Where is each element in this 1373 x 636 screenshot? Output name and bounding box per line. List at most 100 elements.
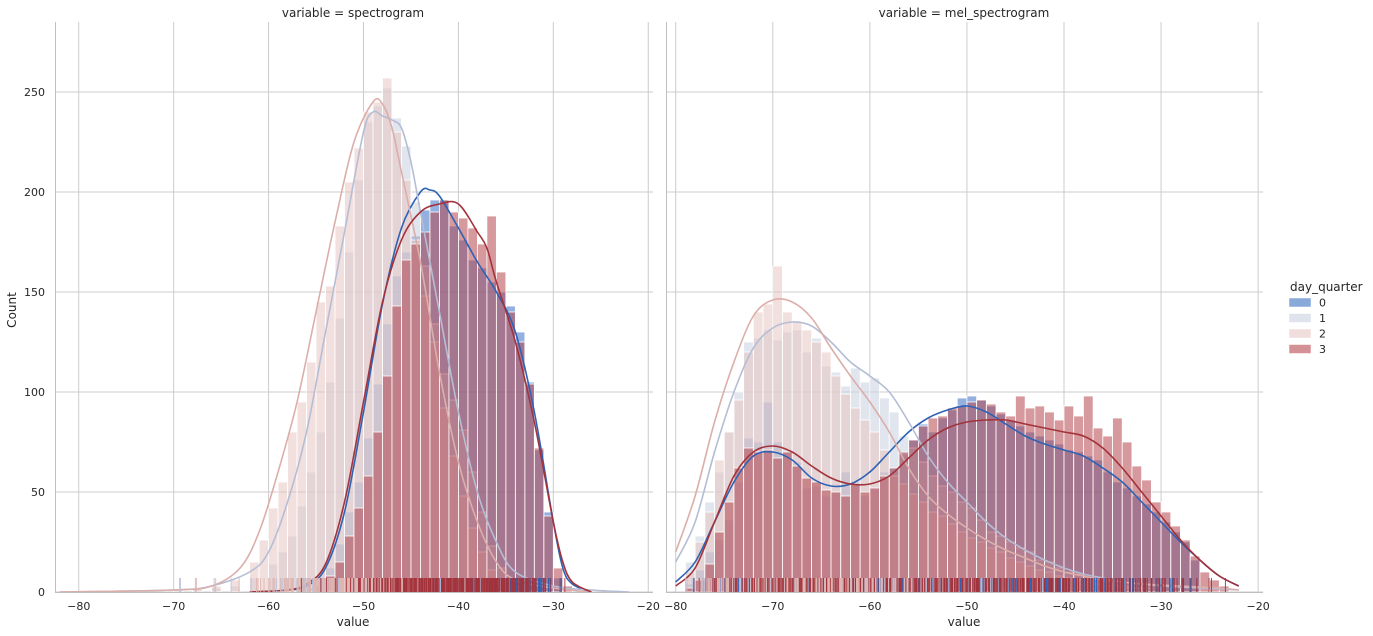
histogram-bar	[344, 181, 355, 593]
x-tick-label: −60	[257, 600, 280, 613]
histogram-bar	[762, 449, 774, 593]
histogram-bar	[995, 411, 1007, 593]
histogram-bar	[514, 341, 526, 593]
histogram-bar	[985, 403, 997, 593]
legend-entry-0: 0	[1288, 297, 1326, 310]
rug-series-3	[693, 578, 1226, 592]
legend-swatch	[1288, 297, 1312, 308]
histogram-bar	[458, 217, 469, 593]
x-tick-label: −70	[761, 600, 784, 613]
y-tick-label: 150	[24, 286, 45, 299]
x-tick-label: −30	[542, 600, 565, 613]
panel-title-spectrogram: variable = spectrogram	[282, 6, 424, 20]
y-axis-label: Count	[5, 292, 19, 328]
bars-series-3	[685, 395, 1230, 593]
histogram-bar	[791, 465, 803, 593]
histogram-bar	[956, 405, 968, 593]
legend: day_quarter 0 1 2 3	[1288, 280, 1363, 356]
histogram-bar	[211, 585, 222, 593]
y-tick-label: 200	[24, 186, 45, 199]
histogram-bar	[277, 481, 288, 593]
histogram-bar	[391, 305, 402, 593]
histogram-bar	[372, 431, 383, 593]
histogram-bar	[505, 311, 516, 593]
histogram-bar	[811, 481, 822, 593]
histogram-bar	[334, 225, 345, 593]
histogram-bar	[820, 489, 832, 593]
histogram-bar	[306, 361, 317, 593]
histogram-bar	[840, 495, 851, 593]
kde-line-3	[675, 418, 1240, 587]
histogram-bar	[1102, 435, 1113, 593]
histogram-bar	[752, 451, 764, 593]
legend-label: 3	[1319, 343, 1326, 356]
histogram-bar	[801, 477, 813, 593]
histogram-bar	[947, 407, 958, 593]
x-tick-label: −80	[664, 600, 687, 613]
histogram-bar	[401, 259, 412, 593]
legend-label: 0	[1319, 297, 1326, 310]
y-tick-label: 100	[24, 386, 45, 399]
x-tick-label: −50	[352, 600, 375, 613]
panel-title-mel-spectrogram: variable = mel_spectrogram	[879, 6, 1050, 20]
histogram-bar	[467, 227, 478, 593]
x-tick-label: −60	[858, 600, 881, 613]
x-axis-label-spectrogram: value	[337, 615, 370, 629]
histogram-bar	[733, 467, 745, 593]
panel-spectrogram: variable = spectrogram −80 −70 −60 −50 −40 −3…	[5, 6, 660, 629]
x-tick-label: −20	[637, 600, 660, 613]
legend-swatch	[1288, 313, 1312, 323]
panel-mel-spectrogram: variable = mel_spectrogram −80 −70 −60 −50 −…	[664, 6, 1270, 629]
histogram-bar	[382, 375, 393, 593]
kde-line-3	[249, 200, 592, 593]
kde-line-2	[59, 97, 592, 593]
histogram-bar	[287, 431, 298, 593]
histogram-bar	[1073, 415, 1084, 593]
histogram-bar	[976, 399, 987, 593]
histogram-bar	[1083, 395, 1094, 593]
x-tick-label: −30	[1149, 600, 1172, 613]
histogram-bar	[315, 301, 326, 593]
histogram-bar	[772, 457, 783, 593]
kde-line-1	[674, 321, 1239, 591]
x-tick-label: −40	[447, 600, 470, 613]
histogram-bar	[1092, 427, 1104, 593]
y-tick-label: 0	[38, 586, 45, 599]
histogram-bar	[1005, 415, 1016, 593]
legend-title: day_quarter	[1290, 280, 1363, 294]
histogram-bar	[325, 285, 336, 593]
kde-line-1	[59, 110, 630, 593]
x-tick-label: −70	[162, 600, 185, 613]
legend-swatch	[1288, 344, 1312, 354]
histogram-bar	[1024, 407, 1036, 593]
legend-swatch	[1288, 328, 1312, 339]
x-axis-label-mel-spectrogram: value	[948, 615, 981, 629]
histogram-bar	[363, 475, 374, 593]
x-tick-label: −20	[1247, 600, 1270, 613]
histogram-bar	[850, 483, 861, 593]
histogram-bar	[917, 425, 929, 593]
legend-entry-1: 1	[1288, 312, 1326, 325]
histogram-bar	[743, 447, 754, 593]
histogram-bar	[296, 401, 307, 593]
histogram-bar	[1044, 411, 1055, 593]
histogram-bar	[859, 491, 871, 593]
rug-series-3	[300, 578, 566, 592]
x-tick-label: −80	[67, 600, 90, 613]
histogram-bar	[1121, 441, 1133, 593]
y-tick-label: 50	[31, 486, 45, 499]
histogram-bar	[830, 491, 842, 593]
histogram-bar	[782, 451, 793, 593]
x-tick-label: −40	[1052, 600, 1075, 613]
histogram-bar	[937, 415, 948, 593]
legend-entry-2: 2	[1288, 328, 1326, 341]
histogram-bar	[869, 487, 880, 593]
kde-line-0	[675, 405, 1240, 587]
histogram-bar	[898, 451, 910, 593]
histogram-bar	[1112, 417, 1123, 593]
y-tick-label: 250	[24, 86, 45, 99]
legend-label: 1	[1319, 312, 1326, 325]
histogram-bar	[966, 401, 978, 593]
histogram-bar	[410, 243, 421, 593]
